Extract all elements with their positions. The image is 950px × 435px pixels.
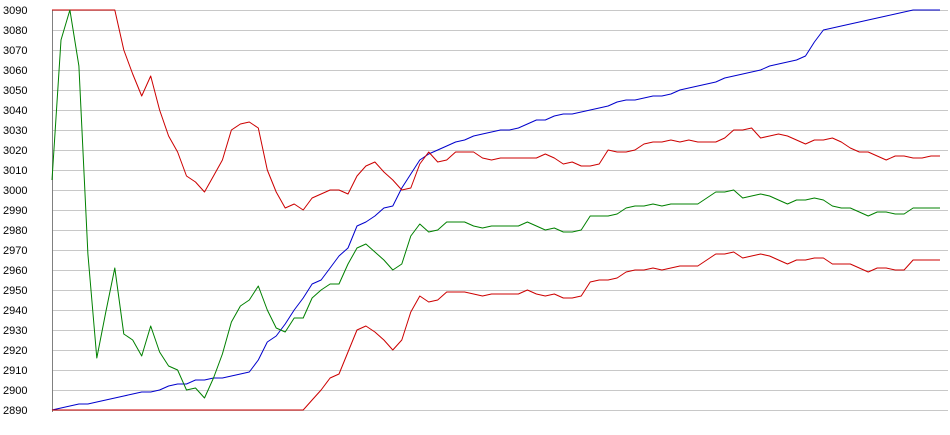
y-tick-label: 2890 (3, 405, 27, 417)
y-tick-label: 2970 (3, 245, 27, 257)
y-tick-label: 3040 (3, 105, 27, 117)
y-tick-label: 3070 (3, 45, 27, 57)
y-tick-label: 3080 (3, 25, 27, 37)
y-tick-label: 2990 (3, 205, 27, 217)
series-line-4 (52, 251, 940, 411)
series-line-2 (52, 9, 940, 211)
y-tick-label: 2900 (3, 385, 27, 397)
y-tick-label: 2920 (3, 345, 27, 357)
y-tick-label: 2910 (3, 365, 27, 377)
series-line-3 (51, 9, 940, 399)
y-tick-label: 2940 (3, 305, 27, 317)
grid (52, 10, 948, 411)
y-tick-label: 3050 (3, 85, 27, 97)
series-line-1 (51, 9, 940, 411)
y-axis-ticks: 2890 2900 2910 2920 2930 2940 2950 2960 2970 2980… (3, 5, 27, 417)
y-tick-label: 3000 (3, 185, 27, 197)
y-tick-label: 2930 (3, 325, 27, 337)
y-tick-label: 3010 (3, 165, 27, 177)
series-lines (51, 9, 940, 411)
y-tick-label: 3090 (3, 5, 27, 17)
y-tick-label: 3060 (3, 65, 27, 77)
y-tick-label: 2980 (3, 225, 27, 237)
y-tick-label: 3020 (3, 145, 27, 157)
y-tick-label: 2960 (3, 265, 27, 277)
y-tick-label: 2950 (3, 285, 27, 297)
y-tick-label: 3030 (3, 125, 27, 137)
